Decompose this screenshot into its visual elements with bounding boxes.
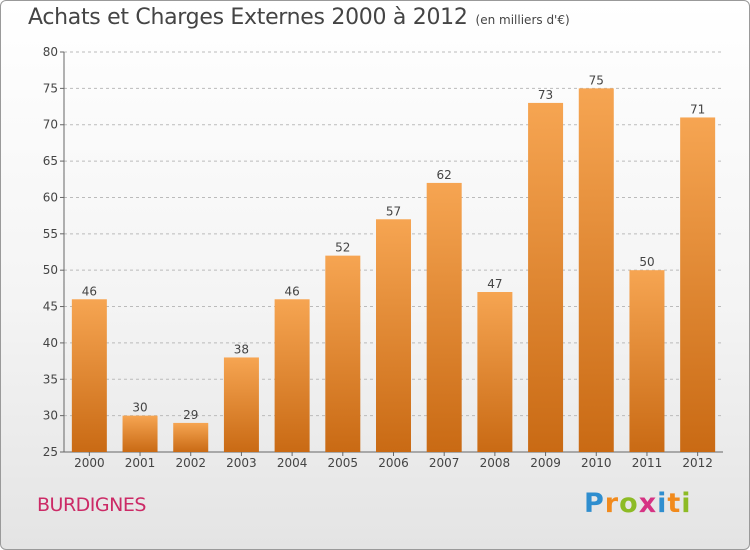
x-tick-label: 2008 bbox=[480, 456, 511, 470]
data-label: 52 bbox=[335, 241, 350, 255]
x-tick-label: 2007 bbox=[429, 456, 460, 470]
y-tick-label: 75 bbox=[43, 81, 58, 95]
x-tick-label: 2005 bbox=[328, 456, 359, 470]
x-tick-label: 2012 bbox=[682, 456, 713, 470]
logo-letter: i bbox=[657, 488, 668, 519]
logo-letter: r bbox=[604, 488, 620, 519]
data-label: 62 bbox=[437, 168, 452, 182]
x-tick-label: 2010 bbox=[581, 456, 612, 470]
x-tick-label: 2000 bbox=[74, 456, 105, 470]
bar bbox=[173, 422, 209, 452]
y-tick-label: 55 bbox=[43, 227, 58, 241]
bar bbox=[426, 182, 462, 452]
bar bbox=[528, 102, 564, 452]
data-label: 46 bbox=[82, 284, 97, 298]
bar bbox=[376, 219, 411, 452]
bar bbox=[477, 292, 513, 452]
data-label: 30 bbox=[132, 401, 147, 415]
data-label: 57 bbox=[386, 204, 401, 218]
bar bbox=[71, 299, 107, 452]
x-tick-label: 2004 bbox=[277, 456, 308, 470]
y-tick-label: 30 bbox=[43, 409, 58, 423]
data-label: 73 bbox=[538, 88, 553, 102]
data-label: 29 bbox=[183, 408, 198, 422]
data-label: 38 bbox=[234, 342, 249, 356]
chart-title: Achats et Charges Externes 2000 à 2012 bbox=[28, 5, 468, 30]
y-tick-label: 80 bbox=[43, 45, 58, 59]
logo-letter: x bbox=[638, 488, 658, 519]
x-tick-label: 2006 bbox=[378, 456, 409, 470]
y-tick-label: 25 bbox=[43, 445, 58, 459]
logo-letter: i bbox=[681, 488, 692, 519]
y-tick-label: 35 bbox=[43, 372, 58, 386]
logo-letter: P bbox=[584, 488, 605, 519]
bar bbox=[325, 255, 361, 452]
y-tick-label: 50 bbox=[43, 263, 58, 277]
bar bbox=[629, 270, 665, 452]
data-label: 50 bbox=[639, 255, 654, 269]
logo-letter: o bbox=[619, 488, 639, 519]
bar bbox=[274, 299, 310, 452]
town-name: BURDIGNES bbox=[37, 494, 146, 516]
y-tick-label: 65 bbox=[43, 154, 58, 168]
chart-unit: (en milliers d'€) bbox=[475, 13, 570, 27]
y-tick-label: 60 bbox=[43, 190, 58, 204]
x-tick-label: 2011 bbox=[632, 456, 663, 470]
y-tick-label: 45 bbox=[43, 300, 58, 314]
data-label: 46 bbox=[284, 284, 299, 298]
y-tick-label: 70 bbox=[43, 118, 58, 132]
x-tick-label: 2001 bbox=[125, 456, 156, 470]
bar bbox=[223, 357, 259, 452]
x-tick-label: 2003 bbox=[226, 456, 257, 470]
logo-letter: t bbox=[667, 488, 682, 519]
data-label: 47 bbox=[487, 277, 502, 291]
proxiti-logo: Proxiti bbox=[584, 488, 692, 519]
bar bbox=[578, 88, 614, 452]
x-tick-label: 2002 bbox=[175, 456, 206, 470]
data-label: 75 bbox=[589, 73, 604, 87]
data-label: 71 bbox=[690, 102, 705, 116]
y-tick-label: 40 bbox=[43, 336, 58, 350]
bar bbox=[680, 117, 716, 453]
x-tick-label: 2009 bbox=[530, 456, 561, 470]
chart-header: Achats et Charges Externes 2000 à 2012 (e… bbox=[28, 5, 570, 30]
bar bbox=[122, 415, 158, 452]
